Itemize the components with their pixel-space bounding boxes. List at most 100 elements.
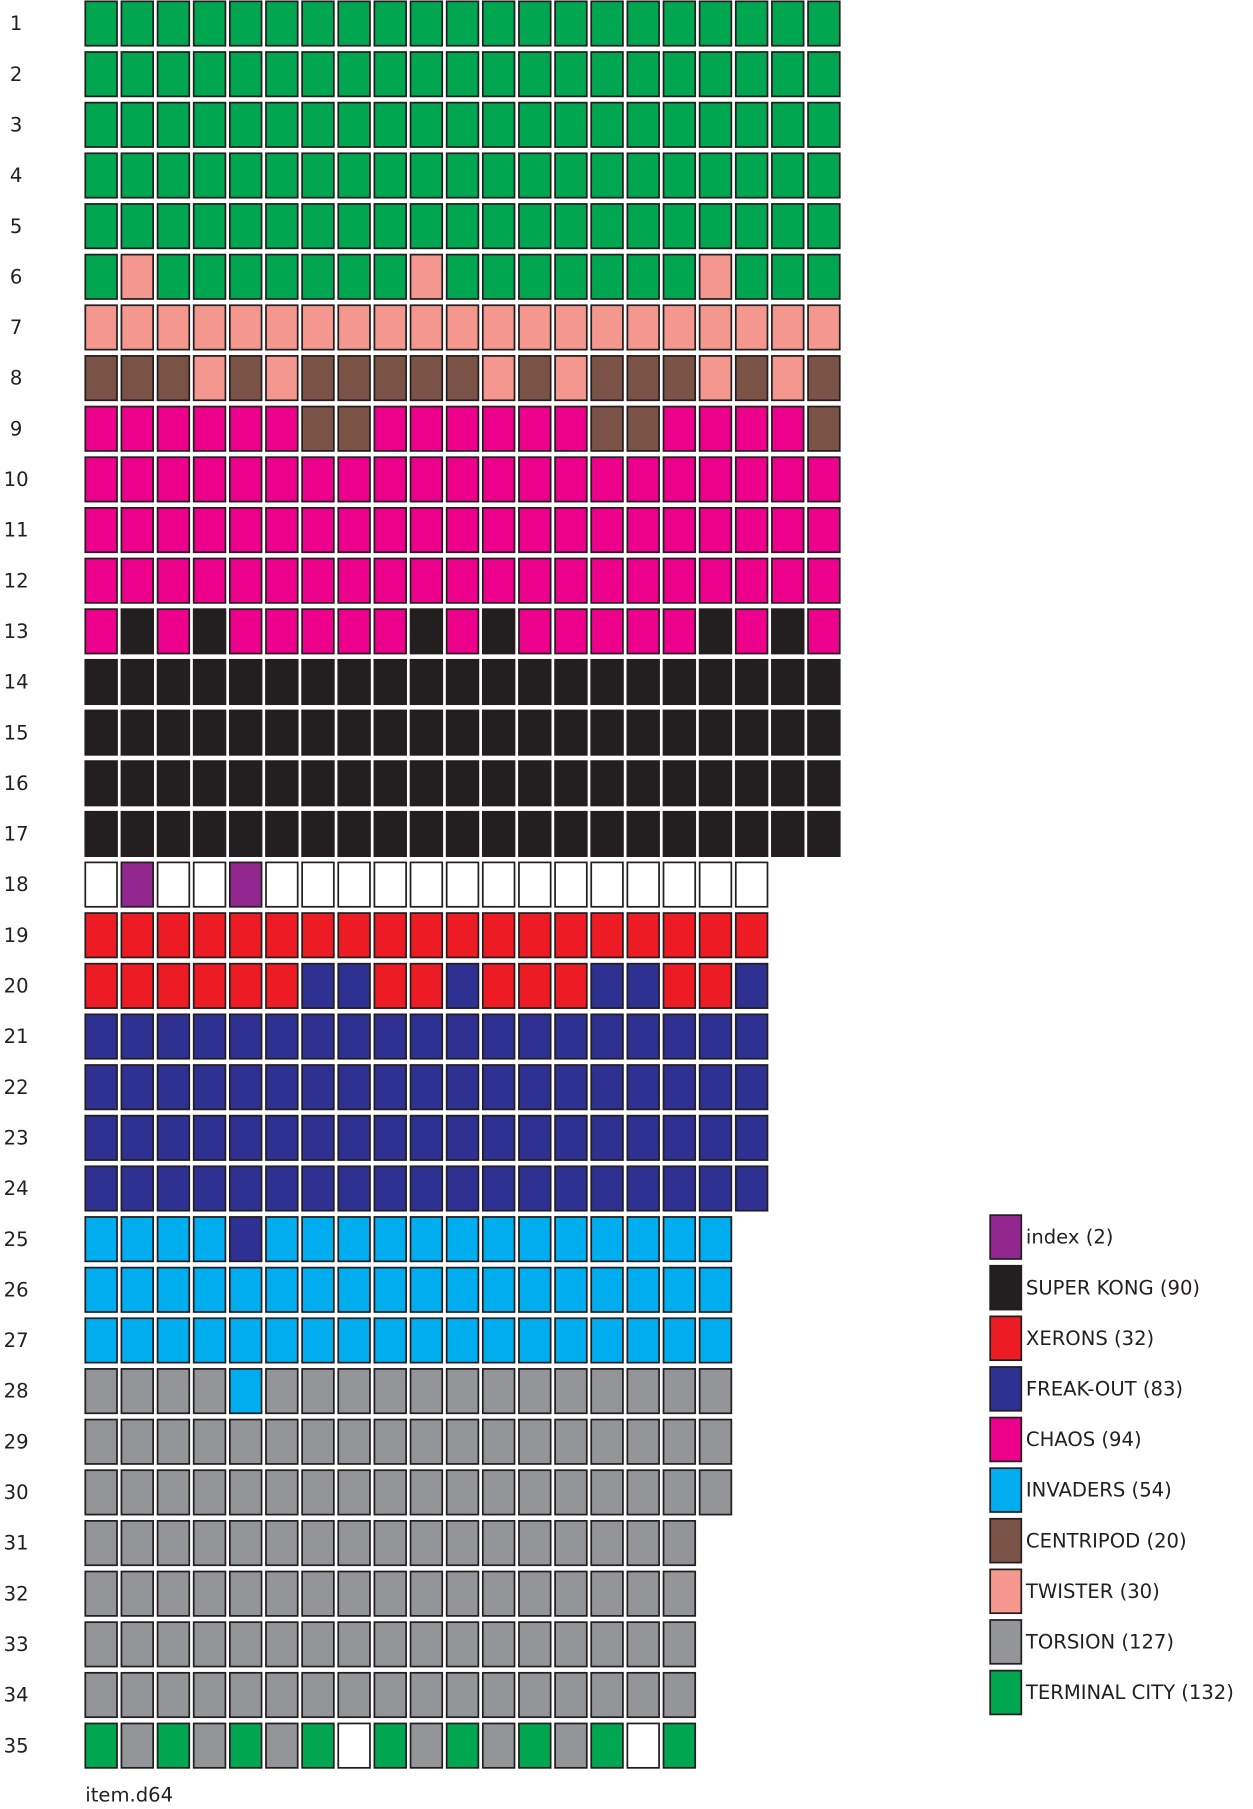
sector [84, 1368, 118, 1415]
sector [265, 203, 299, 250]
sector [192, 1064, 227, 1111]
sector [807, 810, 841, 857]
sector [626, 152, 660, 199]
sector [734, 253, 769, 300]
sector [734, 709, 769, 756]
track-label: 25 [4, 1228, 29, 1251]
sector [265, 1064, 299, 1111]
sector [518, 1165, 552, 1212]
sector [156, 1469, 191, 1516]
sector [228, 608, 263, 655]
sector [301, 506, 335, 554]
sector [301, 203, 335, 250]
sector [481, 1418, 516, 1465]
sector [590, 1216, 624, 1263]
sector [518, 760, 552, 807]
sector [409, 709, 444, 756]
sector [771, 253, 805, 300]
sector [409, 51, 444, 98]
sector [481, 557, 516, 604]
sector [301, 456, 335, 503]
sector [337, 152, 371, 199]
sector [228, 1621, 263, 1668]
track-label: 32 [4, 1582, 29, 1605]
sector [554, 506, 588, 554]
sector [265, 557, 299, 604]
sector [554, 1469, 588, 1516]
sector [734, 506, 769, 554]
sector [120, 506, 155, 554]
sector [373, 304, 407, 351]
sector [590, 0, 624, 47]
sector [120, 203, 155, 250]
sector [445, 506, 480, 554]
sector [734, 101, 769, 148]
sector [698, 304, 733, 351]
sector [554, 658, 588, 706]
sector [120, 51, 155, 98]
sector [301, 101, 335, 148]
sector [120, 1266, 155, 1313]
sector [590, 912, 624, 959]
sector [337, 1266, 371, 1313]
sector [337, 709, 371, 756]
sector [662, 760, 697, 807]
sector [734, 51, 769, 98]
sector [84, 1216, 118, 1263]
sector [554, 1216, 588, 1263]
sector [662, 962, 697, 1009]
sector [409, 1671, 444, 1719]
sector [626, 1266, 660, 1313]
sector [301, 355, 335, 402]
sector [662, 1418, 697, 1465]
sector [228, 1013, 263, 1060]
sector [662, 1722, 697, 1769]
sector [445, 810, 480, 857]
sector [84, 506, 118, 554]
sector [590, 203, 624, 250]
sector [698, 203, 733, 250]
sector [590, 1013, 624, 1060]
sector [554, 51, 588, 98]
sector [192, 1266, 227, 1313]
sector [554, 1570, 588, 1617]
sector [373, 1266, 407, 1313]
sector [84, 203, 118, 250]
sector [301, 861, 335, 908]
sector [84, 1621, 118, 1668]
sector [337, 51, 371, 98]
sector [373, 1469, 407, 1516]
sector [301, 1266, 335, 1313]
legend-swatch [989, 1568, 1023, 1615]
sector [662, 557, 697, 604]
sector [156, 1165, 191, 1212]
sector [662, 51, 697, 98]
sector [156, 557, 191, 604]
sector [228, 355, 263, 402]
sector [445, 51, 480, 98]
legend-label: TORSION (127) [1025, 1631, 1174, 1654]
sector [445, 1114, 480, 1161]
sector [120, 709, 155, 756]
sector [120, 0, 155, 47]
sector [771, 203, 805, 250]
sector [156, 658, 191, 706]
legend-swatch [989, 1416, 1023, 1463]
sector [662, 1216, 697, 1263]
sector [373, 1722, 407, 1769]
sector [228, 1519, 263, 1567]
sector [120, 405, 155, 452]
sector [265, 861, 299, 908]
sector [337, 1368, 371, 1415]
sector [734, 861, 769, 908]
sector [265, 152, 299, 199]
sector [590, 506, 624, 554]
sector [409, 608, 444, 655]
sector [84, 1114, 118, 1161]
sector [337, 355, 371, 402]
sector [445, 355, 480, 402]
track-label: 28 [4, 1380, 29, 1403]
sector [409, 1064, 444, 1111]
legend-label: index (2) [1026, 1226, 1114, 1249]
